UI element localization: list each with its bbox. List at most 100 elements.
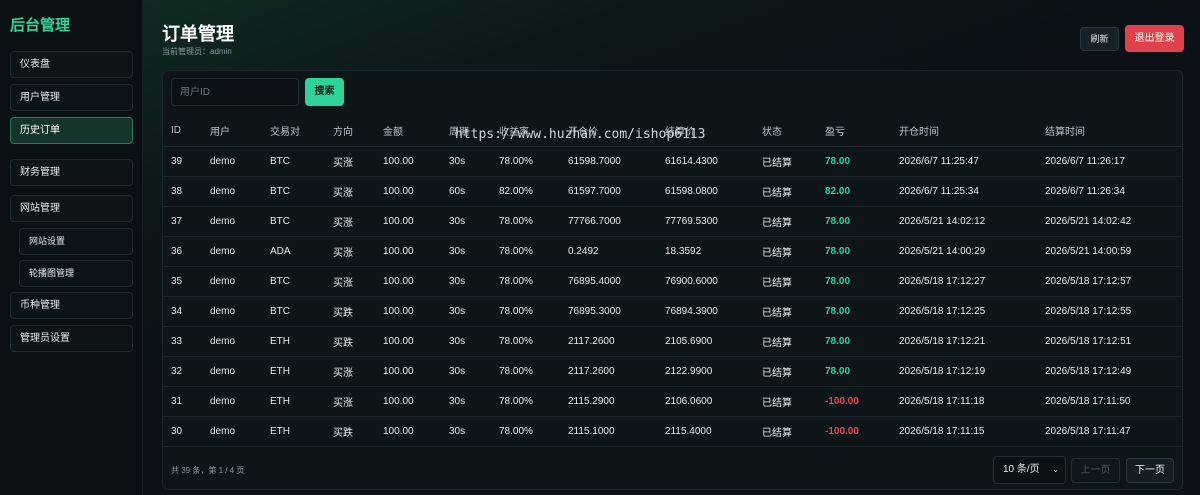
cell-settle-time: 2026/5/18 17:11:50	[1037, 386, 1182, 417]
cell-direction: 买跌	[325, 326, 375, 357]
sidebar-item-order-history[interactable]: 历史订单	[10, 117, 133, 144]
cell-period: 30s	[441, 146, 491, 177]
column-header: 用户	[202, 116, 262, 147]
cell-return-rate: 78.00%	[491, 326, 560, 357]
cell-user: demo	[202, 356, 262, 387]
column-header: 开仓时间	[891, 116, 1037, 147]
cell-settle-time: 2026/5/21 14:00:59	[1037, 236, 1182, 267]
cell-status: 已结算	[754, 146, 817, 177]
cell-open-price: 76895.4000	[560, 266, 657, 297]
table-row: 33 demo ETH 买跌 100.00 30s 78.00% 2117.2600 2105.…	[163, 326, 1182, 357]
cell-pnl: 78.00	[817, 206, 891, 237]
cell-user: demo	[202, 176, 262, 207]
cell-pnl: 78.00	[817, 146, 891, 177]
cell-open-price: 76895.3000	[560, 296, 657, 327]
cell-period: 30s	[441, 386, 491, 417]
cell-period: 30s	[441, 236, 491, 267]
cell-pnl: 82.00	[817, 176, 891, 207]
cell-return-rate: 78.00%	[491, 266, 560, 297]
table-row: 36 demo ADA 买涨 100.00 30s 78.00% 0.2492 18.3592 已…	[163, 236, 1182, 267]
sidebar-item-currency[interactable]: 币种管理	[10, 292, 133, 319]
cell-user: demo	[202, 416, 262, 447]
sidebar-item-users[interactable]: 用户管理	[10, 84, 133, 111]
search-button[interactable]: 搜索	[305, 78, 344, 106]
cell-settle-price: 2115.4000	[657, 416, 754, 447]
cell-open-time: 2026/5/18 17:11:18	[891, 386, 1037, 417]
column-header: 结算时间	[1037, 116, 1182, 147]
cell-return-rate: 78.00%	[491, 236, 560, 267]
cell-settle-time: 2026/6/7 11:26:34	[1037, 176, 1182, 207]
cell-status: 已结算	[754, 356, 817, 387]
cell-pair: BTC	[262, 206, 325, 237]
cell-settle-price: 61598.0800	[657, 176, 754, 207]
cell-open-price: 2115.1000	[560, 416, 657, 447]
cell-open-time: 2026/5/21 14:02:12	[891, 206, 1037, 237]
cell-period: 30s	[441, 356, 491, 387]
cell-return-rate: 78.00%	[491, 296, 560, 327]
cell-amount: 100.00	[375, 206, 441, 237]
cell-id: 37	[163, 206, 202, 237]
cell-pair: ADA	[262, 236, 325, 267]
cell-direction: 买涨	[325, 266, 375, 297]
cell-direction: 买涨	[325, 146, 375, 177]
cell-open-time: 2026/6/7 11:25:34	[891, 176, 1037, 207]
cell-return-rate: 78.00%	[491, 146, 560, 177]
column-header: 盈亏	[817, 116, 891, 147]
table-row: 32 demo ETH 买涨 100.00 30s 78.00% 2117.2600 2122.…	[163, 356, 1182, 387]
sidebar-item-site-settings[interactable]: 网站设置	[19, 228, 133, 255]
table-row: 35 demo BTC 买涨 100.00 30s 78.00% 76895.4000 7690…	[163, 266, 1182, 297]
cell-id: 35	[163, 266, 202, 297]
cell-settle-price: 18.3592	[657, 236, 754, 267]
cell-return-rate: 82.00%	[491, 176, 560, 207]
cell-pnl: 78.00	[817, 326, 891, 357]
cell-pnl: 78.00	[817, 236, 891, 267]
sidebar-item-banner-management[interactable]: 轮播图管理	[19, 260, 133, 287]
sidebar-item-admin-settings[interactable]: 管理员设置	[10, 325, 133, 352]
table-header-row: ID 用户 交易对 方向 金额 周期 收益率 开仓价 结算价 状态 盈亏 开仓时间 结算时间	[163, 116, 1182, 147]
table-row: 37 demo BTC 买涨 100.00 30s 78.00% 77766.7000 7776…	[163, 206, 1182, 237]
cell-id: 38	[163, 176, 202, 207]
cell-user: demo	[202, 266, 262, 297]
cell-direction: 买涨	[325, 386, 375, 417]
cell-return-rate: 78.00%	[491, 386, 560, 417]
orders-table: ID 用户 交易对 方向 金额 周期 收益率 开仓价 结算价 状态 盈亏 开仓时间 结算时间 39 dem…	[163, 116, 1182, 447]
sidebar-item-dashboard[interactable]: 仪表盘	[10, 51, 133, 78]
next-page-button[interactable]: 下一页	[1126, 458, 1174, 483]
cell-settle-price: 76900.6000	[657, 266, 754, 297]
cell-period: 30s	[441, 326, 491, 357]
cell-pair: ETH	[262, 356, 325, 387]
page-title: 订单管理	[162, 24, 234, 44]
cell-pair: ETH	[262, 326, 325, 357]
page-size-select[interactable]: 10 条/页 ⌄	[993, 456, 1066, 484]
cell-user: demo	[202, 206, 262, 237]
cell-user: demo	[202, 296, 262, 327]
cell-id: 30	[163, 416, 202, 447]
cell-open-time: 2026/5/18 17:12:25	[891, 296, 1037, 327]
cell-pnl: -100.00	[817, 416, 891, 447]
cell-open-price: 2117.2600	[560, 326, 657, 357]
cell-id: 33	[163, 326, 202, 357]
cell-user: demo	[202, 236, 262, 267]
cell-settle-price: 2106.0600	[657, 386, 754, 417]
column-header: 周期	[441, 116, 491, 147]
cell-amount: 100.00	[375, 266, 441, 297]
prev-page-button[interactable]: 上一页	[1071, 458, 1120, 483]
cell-pair: ETH	[262, 386, 325, 417]
cell-open-time: 2026/5/18 17:12:21	[891, 326, 1037, 357]
cell-id: 36	[163, 236, 202, 267]
cell-status: 已结算	[754, 416, 817, 447]
cell-open-price: 61598.7000	[560, 146, 657, 177]
cell-return-rate: 78.00%	[491, 206, 560, 237]
logout-button[interactable]: 退出登录	[1125, 25, 1184, 52]
cell-status: 已结算	[754, 206, 817, 237]
chevron-down-icon: ⌄	[1052, 465, 1059, 474]
column-header: 结算价	[657, 116, 754, 147]
cell-status: 已结算	[754, 236, 817, 267]
refresh-button[interactable]: 刷新	[1080, 27, 1119, 51]
sidebar-item-finance[interactable]: 财务管理	[10, 159, 133, 186]
cell-pair: ETH	[262, 416, 325, 447]
user-id-search-input[interactable]	[171, 78, 299, 106]
page-size-value: 10 条/页	[1003, 464, 1040, 475]
sidebar-item-site-management[interactable]: 网站管理	[10, 195, 133, 222]
cell-settle-price: 76894.3900	[657, 296, 754, 327]
